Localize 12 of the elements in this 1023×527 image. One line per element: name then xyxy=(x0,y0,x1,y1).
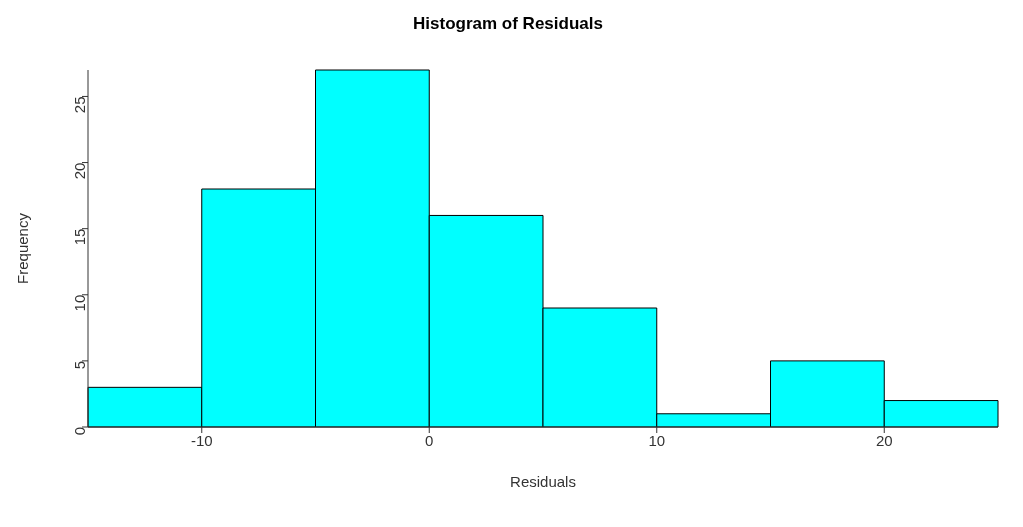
y-tick-label: 10 xyxy=(71,294,89,312)
y-tick-label: 15 xyxy=(71,228,89,246)
x-tick-label: 0 xyxy=(425,431,434,449)
chart-title: Histogram of Residuals xyxy=(412,13,604,35)
x-tick-label: 10 xyxy=(648,431,666,449)
y-tick-label: 25 xyxy=(71,96,89,114)
x-tick-label: 20 xyxy=(875,431,893,449)
y-axis-title: Frequency xyxy=(14,212,32,284)
y-tick-label: 5 xyxy=(71,360,89,370)
x-axis-title: Residuals xyxy=(510,473,576,490)
x-tick-label: -10 xyxy=(190,431,213,449)
y-tick-label: 20 xyxy=(71,162,89,180)
